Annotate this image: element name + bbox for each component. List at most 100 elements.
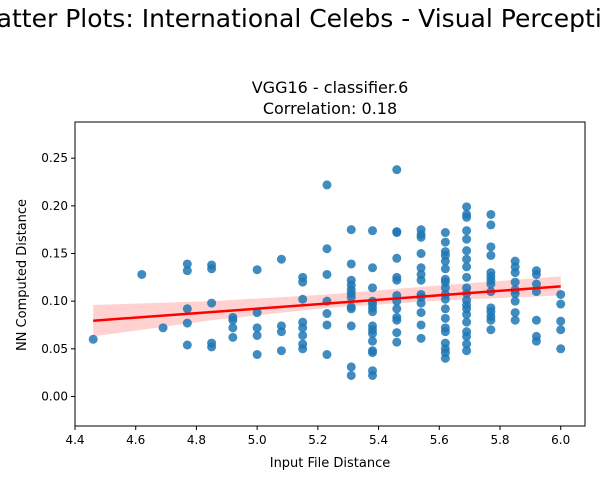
data-point xyxy=(486,250,496,260)
y-axis-ticks: 0.00 0.05 0.10 0.15 0.20 0.25 xyxy=(41,151,75,403)
y-tick-label: 0.05 xyxy=(41,342,68,356)
data-point xyxy=(416,232,426,242)
data-point xyxy=(462,331,472,341)
data-point xyxy=(137,269,147,279)
data-point xyxy=(298,294,308,304)
data-point xyxy=(392,304,402,314)
data-point xyxy=(207,264,217,274)
data-point xyxy=(368,283,377,293)
data-point xyxy=(322,309,332,319)
data-point xyxy=(158,323,168,333)
data-point xyxy=(368,226,377,236)
data-point xyxy=(252,330,262,340)
y-tick-label: 0.15 xyxy=(41,247,68,261)
regression-line xyxy=(93,285,561,322)
data-point xyxy=(462,234,472,244)
data-point xyxy=(462,339,472,349)
data-point xyxy=(346,225,356,235)
data-point xyxy=(556,299,566,309)
data-point xyxy=(207,298,217,308)
data-point xyxy=(510,315,520,325)
data-point xyxy=(510,308,520,318)
data-point xyxy=(462,246,472,256)
data-point xyxy=(531,315,541,325)
data-point xyxy=(368,329,377,339)
y-tick-label: 0.20 xyxy=(41,199,68,213)
data-point xyxy=(462,254,472,264)
data-point xyxy=(486,325,496,335)
x-axis-ticks: 4.4 4.6 4.8 5.0 5.2 5.4 5.6 5.8 6.0 xyxy=(65,426,570,447)
axes-title: VGG16 - classifier.6 xyxy=(252,78,409,97)
data-point xyxy=(556,289,566,299)
data-point xyxy=(440,304,450,314)
data-point xyxy=(298,344,308,354)
data-point xyxy=(462,202,472,212)
data-point xyxy=(368,348,377,358)
x-tick-label: 4.6 xyxy=(126,433,145,447)
data-point xyxy=(416,275,426,285)
data-point xyxy=(182,259,192,269)
data-point xyxy=(228,315,238,325)
data-point xyxy=(322,180,332,190)
data-point xyxy=(346,321,356,331)
data-point xyxy=(440,327,450,337)
data-point xyxy=(510,296,520,306)
data-point xyxy=(392,228,402,238)
data-point xyxy=(207,342,217,352)
data-point xyxy=(276,346,286,356)
data-point xyxy=(298,323,308,333)
data-point xyxy=(392,165,402,175)
data-point xyxy=(346,370,356,380)
data-point xyxy=(440,294,450,304)
data-point xyxy=(322,350,332,360)
x-tick-label: 5.8 xyxy=(490,433,509,447)
x-tick-label: 4.4 xyxy=(65,433,84,447)
y-tick-label: 0.25 xyxy=(41,151,68,165)
y-tick-label: 0.00 xyxy=(41,389,68,403)
x-tick-label: 5.6 xyxy=(430,433,449,447)
data-point xyxy=(440,353,450,363)
data-point xyxy=(276,254,286,264)
data-point xyxy=(346,292,356,302)
data-point xyxy=(298,330,308,340)
data-point xyxy=(228,332,238,342)
data-point xyxy=(531,336,541,346)
data-point xyxy=(440,237,450,247)
data-point xyxy=(416,298,426,308)
data-point xyxy=(462,310,472,320)
data-point xyxy=(416,320,426,330)
data-point xyxy=(556,325,566,335)
data-point xyxy=(252,350,262,360)
data-point xyxy=(368,263,377,273)
data-point xyxy=(486,209,496,219)
x-tick-label: 5.4 xyxy=(369,433,388,447)
x-axis-label: Input File Distance xyxy=(270,456,391,471)
scatter-points-group xyxy=(88,165,566,380)
data-point xyxy=(440,228,450,238)
data-point xyxy=(276,327,286,337)
x-tick-label: 5.0 xyxy=(248,433,267,447)
data-point xyxy=(252,323,262,333)
data-point xyxy=(322,320,332,330)
data-point xyxy=(392,328,402,338)
data-point xyxy=(462,346,472,356)
figure-suptitle: Scatter Plots: International Celebs - Vi… xyxy=(0,4,600,33)
y-axis-label: NN Computed Distance xyxy=(15,199,30,351)
regression-line-group xyxy=(93,285,561,322)
data-point xyxy=(440,283,450,293)
data-point xyxy=(182,340,192,350)
data-point xyxy=(440,264,450,274)
data-point xyxy=(368,336,377,346)
data-point xyxy=(346,362,356,372)
data-point xyxy=(182,304,192,314)
data-point xyxy=(182,266,192,276)
data-point xyxy=(392,275,402,285)
data-point xyxy=(392,315,402,325)
data-point xyxy=(322,244,332,254)
x-tick-label: 5.2 xyxy=(308,433,327,447)
data-point xyxy=(531,269,541,279)
data-point xyxy=(531,279,541,289)
data-point xyxy=(440,256,450,266)
data-point xyxy=(322,269,332,279)
data-point xyxy=(486,279,496,289)
